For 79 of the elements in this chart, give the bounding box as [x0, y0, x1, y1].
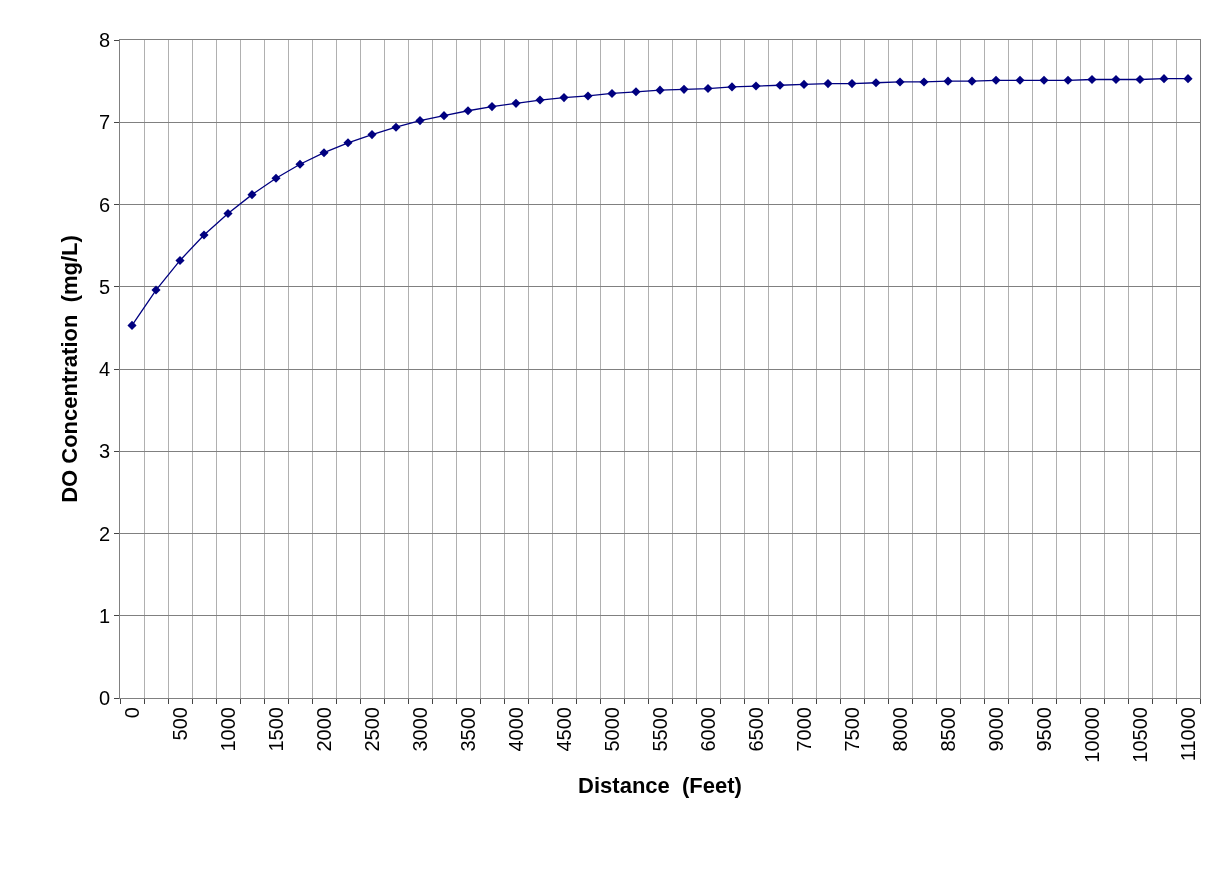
- point: [199, 230, 209, 240]
- point: [1039, 75, 1049, 85]
- point: [439, 111, 449, 121]
- point: [463, 106, 473, 116]
- y-tick-label: 1: [98, 604, 110, 627]
- y-tick-label: 7: [98, 111, 110, 134]
- x-tick-label: 1000: [216, 707, 239, 752]
- point: [1087, 74, 1097, 85]
- x-tick-label: 8000: [888, 707, 911, 752]
- point: [991, 75, 1001, 85]
- x-tick-label: 8500: [936, 707, 959, 752]
- x-tick-label: 500: [168, 707, 191, 741]
- point: [247, 190, 257, 200]
- x-tick-label: 2000: [312, 707, 335, 752]
- point: [871, 78, 881, 88]
- point: [151, 285, 161, 295]
- point: [367, 130, 377, 140]
- point: [1183, 74, 1193, 84]
- point: [415, 116, 425, 126]
- point: [535, 95, 545, 105]
- y-tick-label: 6: [98, 193, 110, 216]
- point: [655, 85, 665, 95]
- point: [1111, 74, 1121, 85]
- x-tick-label: 10000: [1080, 707, 1103, 763]
- point: [391, 122, 401, 132]
- point: [343, 138, 353, 148]
- point: [967, 76, 977, 86]
- point: [1135, 74, 1145, 85]
- point: [559, 93, 569, 103]
- y-axis-title: DO Concentration (mg/L): [56, 235, 82, 503]
- point: [727, 82, 737, 92]
- x-tick-label: 11000: [1176, 707, 1199, 762]
- x-tick-label: 10500: [1128, 707, 1151, 763]
- y-tick-label: 8: [98, 29, 110, 51]
- x-tick-label: 9500: [1032, 707, 1055, 752]
- point: [1063, 75, 1073, 85]
- y-tick-label: 2: [98, 522, 110, 545]
- point: [895, 77, 905, 87]
- y-tick-label: 4: [98, 358, 110, 380]
- point: [1159, 74, 1169, 84]
- y-tick-label: 0: [98, 687, 110, 709]
- x-tick-label: 3500: [456, 707, 479, 752]
- x-tick-label: 4000: [504, 707, 527, 752]
- point: [751, 81, 761, 91]
- x-axis-title: Distance (Feet): [578, 772, 742, 798]
- x-tick-label: 3000: [408, 707, 431, 752]
- x-tick-label: 7000: [792, 707, 815, 752]
- point: [631, 87, 641, 97]
- x-tick-label: 1500: [264, 707, 287, 752]
- point: [943, 76, 953, 86]
- point: [511, 98, 521, 108]
- y-tick-label: 5: [98, 275, 110, 298]
- point: [583, 91, 593, 101]
- point: [775, 80, 785, 90]
- x-tick-label: 5000: [600, 707, 623, 752]
- y-tick-label: 3: [98, 440, 110, 463]
- x-tick-label: 5500: [648, 707, 671, 752]
- point: [703, 83, 713, 94]
- point: [175, 255, 185, 265]
- point: [607, 88, 617, 99]
- point: [487, 102, 497, 112]
- x-tick-label: 0: [120, 707, 143, 719]
- point: [847, 79, 857, 89]
- point: [919, 77, 929, 87]
- point: [319, 148, 329, 158]
- point: [127, 320, 137, 330]
- point: [223, 209, 233, 219]
- point: [295, 159, 305, 169]
- point: [679, 84, 689, 94]
- x-tick-label: 9000: [984, 707, 1007, 752]
- x-tick-label: 6500: [744, 707, 767, 752]
- point: [823, 79, 833, 89]
- point: [271, 173, 281, 183]
- x-tick-label: 4500: [552, 707, 575, 752]
- x-tick-label: 6000: [696, 707, 719, 752]
- point: [1015, 75, 1025, 85]
- x-tick-label: 7500: [840, 707, 863, 752]
- point: [799, 79, 809, 89]
- x-tick-label: 2500: [360, 707, 383, 752]
